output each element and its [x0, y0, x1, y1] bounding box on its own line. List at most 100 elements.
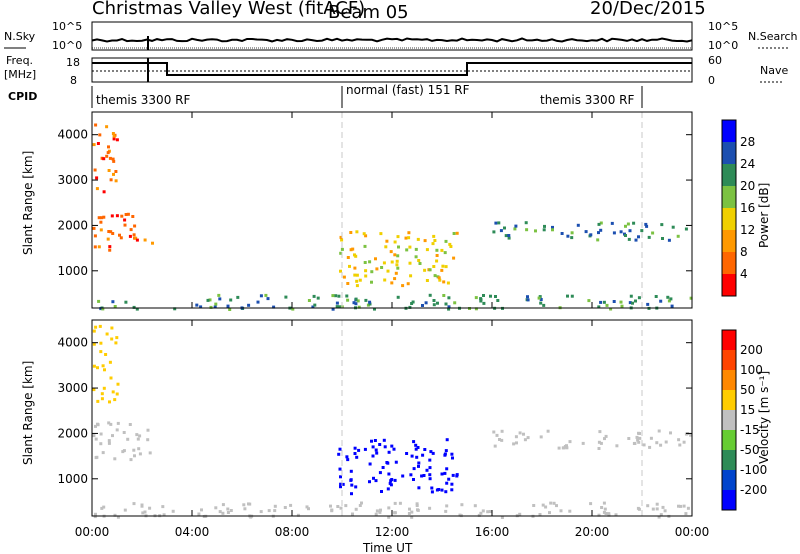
velocity-point	[99, 350, 103, 354]
velocity-point	[492, 430, 496, 434]
velocity-point	[116, 515, 120, 519]
velocity-cbar-tick-label: -50	[740, 443, 760, 457]
power-point	[431, 242, 435, 246]
velocity-point	[541, 503, 545, 507]
power-point	[93, 168, 97, 172]
velocity-point	[445, 504, 449, 508]
power-point	[432, 299, 436, 302]
power-point	[355, 284, 359, 288]
velocity-point	[345, 455, 349, 459]
velocity-point	[557, 446, 561, 450]
velocity-point	[655, 441, 659, 445]
power-point	[404, 236, 408, 240]
power-point	[689, 296, 693, 300]
power-point	[504, 234, 508, 238]
power-point	[382, 261, 386, 265]
velocity-point	[360, 501, 363, 505]
velocity-point	[548, 511, 551, 515]
power-point	[637, 235, 640, 239]
velocity-point	[445, 438, 449, 442]
noise-panel	[91, 21, 693, 51]
power-cbar-tick-label: 24	[740, 157, 755, 171]
freq-right-top: 60	[708, 54, 722, 67]
velocity-point	[677, 438, 681, 442]
velocity-point	[94, 424, 97, 428]
velocity-point	[394, 460, 398, 464]
velocity-point	[500, 438, 504, 442]
power-cbar-tick-label: 28	[740, 135, 755, 149]
velocity-point	[229, 509, 233, 512]
power-point	[339, 269, 342, 273]
velocity-point	[615, 444, 619, 448]
velocity-point	[637, 507, 641, 511]
velocity-point	[393, 501, 397, 505]
velocity-ylabel: Slant Range [km]	[21, 361, 35, 465]
power-point	[599, 300, 603, 304]
power-point	[433, 239, 437, 242]
velocity-point	[677, 504, 680, 508]
velocity-point	[651, 507, 655, 511]
velocity-point	[559, 509, 563, 513]
power-point	[354, 297, 358, 301]
station-title: Christmas Valley West (fitACF)	[92, 0, 365, 19]
power-point	[100, 216, 104, 220]
power-point	[105, 125, 109, 129]
power-point	[447, 296, 451, 300]
velocity-point	[337, 452, 341, 456]
velocity-point	[113, 457, 117, 461]
velocity-cbar-swatch	[722, 490, 736, 510]
power-point	[112, 134, 116, 138]
velocity-point	[522, 432, 525, 436]
velocity-cbar-label: Velocity [m s⁻¹]	[757, 371, 771, 464]
power-point	[352, 301, 356, 305]
velocity-point	[107, 421, 111, 425]
power-point	[449, 245, 453, 248]
velocity-cbar-tick-label: -200	[740, 483, 767, 497]
velocity-point	[568, 509, 572, 513]
velocity-point	[481, 509, 485, 513]
power-point	[228, 308, 232, 311]
velocity-point	[121, 450, 125, 454]
power-point	[640, 229, 644, 233]
velocity-point	[94, 437, 98, 441]
power-ytick-label: 1000	[57, 264, 88, 278]
power-point	[539, 301, 543, 305]
power-point	[628, 229, 632, 233]
power-point	[602, 300, 606, 304]
power-point	[406, 282, 410, 286]
power-point	[660, 223, 664, 227]
velocity-point	[357, 448, 361, 452]
power-point	[612, 300, 616, 303]
power-point	[651, 231, 655, 235]
power-point	[389, 250, 393, 254]
power-cbar-tick-label: 16	[740, 201, 755, 215]
power-point	[396, 235, 400, 239]
power-point	[92, 143, 96, 147]
power-cbar-tick-label: 4	[740, 267, 748, 281]
velocity-point	[412, 478, 415, 481]
power-point	[634, 238, 638, 242]
velocity-point	[390, 444, 394, 448]
power-point	[414, 247, 418, 251]
velocity-point	[398, 501, 402, 505]
power-point	[264, 293, 268, 297]
velocity-point	[648, 445, 652, 449]
velocity-point	[479, 511, 483, 515]
power-point	[619, 230, 623, 234]
x-axis-label: Time UT	[362, 541, 413, 554]
velocity-point	[122, 431, 126, 434]
velocity-point	[428, 458, 432, 462]
power-point	[492, 230, 496, 234]
freq-right-bottom: 0	[708, 74, 715, 87]
velocity-point	[552, 501, 556, 505]
power-point	[390, 281, 394, 285]
power-point	[97, 245, 101, 249]
power-point	[385, 239, 389, 243]
velocity-point	[386, 487, 390, 491]
power-point	[597, 222, 601, 226]
velocity-point	[339, 482, 343, 486]
power-point	[442, 280, 446, 284]
power-point	[524, 221, 528, 225]
power-point	[587, 299, 591, 303]
velocity-point	[110, 337, 114, 341]
